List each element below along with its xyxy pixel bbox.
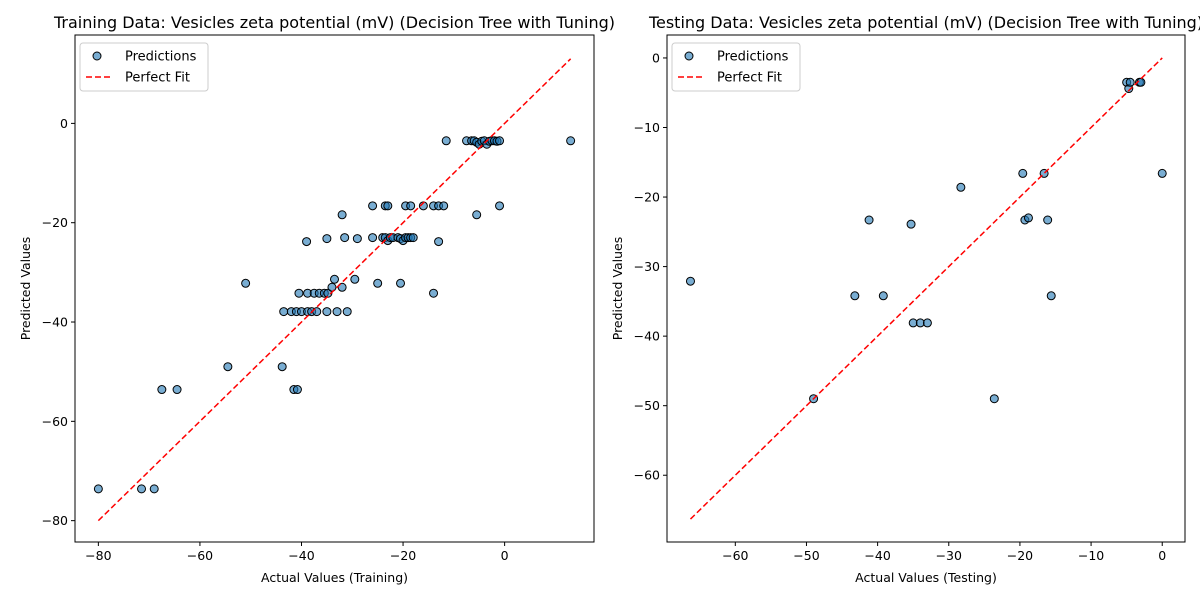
train-y-axis-label: Predicted Values xyxy=(18,237,33,341)
test-y-tick-label-6: 0 xyxy=(652,50,660,65)
train-y-tick-label-2: −40 xyxy=(42,315,68,330)
test-x-tick-label-3: −30 xyxy=(936,548,962,563)
train-point-62 xyxy=(495,201,505,211)
test-y-tick-label-5: −10 xyxy=(634,120,660,135)
train-point-37 xyxy=(368,233,378,243)
test-point-10 xyxy=(989,394,999,404)
test-legend-box xyxy=(671,42,801,92)
train-legend-box xyxy=(79,42,209,92)
testing-chart: −60 −50 −40 −30 −20 −10 0 −60 −50 −40 −30 −20 −10 0 Ac… xyxy=(610,13,1200,585)
train-point-6 xyxy=(292,385,302,395)
train-legend: Predictions Perfect Fit xyxy=(79,42,209,92)
train-point-1 xyxy=(137,484,147,494)
train-point-12 xyxy=(429,288,439,298)
train-y-tick-label-0: −80 xyxy=(42,513,68,528)
train-point-77 xyxy=(566,136,576,146)
train-point-10 xyxy=(373,278,383,288)
test-x-tick-label-5: −10 xyxy=(1078,548,1104,563)
train-point-13 xyxy=(279,307,289,317)
test-y-axis-label: Predicted Values xyxy=(610,237,625,341)
train-point-32 xyxy=(350,274,360,284)
train-point-61 xyxy=(439,201,449,211)
test-perfect-fit-line xyxy=(689,57,1163,520)
test-point-22 xyxy=(1157,168,1167,178)
train-x-tick-label-1: −60 xyxy=(187,548,213,563)
test-y-tick-label-3: −30 xyxy=(634,259,660,274)
test-x-tick-label-4: −20 xyxy=(1007,548,1033,563)
test-chart-title: Testing Data: Vesicles zeta potential (m… xyxy=(648,13,1200,32)
training-chart: −80 −60 −40 −20 0 −80 −60 −40 −20 0 Actual Values … xyxy=(18,13,615,585)
test-point-11 xyxy=(1018,168,1028,178)
test-y-tick-label-2: −40 xyxy=(634,329,660,344)
train-point-23 xyxy=(294,288,304,298)
test-x-tick-label-6: 0 xyxy=(1158,548,1166,563)
test-x-axis-label: Actual Values (Testing) xyxy=(855,570,997,585)
test-point-15 xyxy=(1043,215,1053,225)
train-point-7 xyxy=(223,362,233,372)
train-x-tick-label-0: −80 xyxy=(85,548,111,563)
train-point-35 xyxy=(340,233,350,243)
train-point-21 xyxy=(332,307,342,317)
test-point-2 xyxy=(850,291,860,301)
test-y-tick-label-4: −20 xyxy=(634,190,660,205)
train-point-22 xyxy=(342,307,352,317)
train-point-33 xyxy=(302,237,312,247)
train-point-9 xyxy=(241,278,251,288)
train-point-2 xyxy=(149,484,159,494)
train-y-tick-label-3: −20 xyxy=(42,215,68,230)
test-point-0 xyxy=(685,276,695,286)
train-point-63 xyxy=(441,136,451,146)
test-legend-label-perfect-fit: Perfect Fit xyxy=(717,71,782,86)
train-legend-label-perfect-fit: Perfect Fit xyxy=(125,71,190,86)
test-point-4 xyxy=(878,291,888,301)
train-point-55 xyxy=(383,201,393,211)
test-legend-label-predictions: Predictions xyxy=(717,50,789,65)
train-x-tick-label-4: 0 xyxy=(501,548,509,563)
train-point-52 xyxy=(472,210,482,220)
test-x-tick-label-2: −40 xyxy=(864,548,890,563)
train-point-76 xyxy=(495,136,505,146)
train-x-tick-label-2: −40 xyxy=(288,548,314,563)
train-x-tick-label-3: −20 xyxy=(390,548,416,563)
train-x-axis-label: Actual Values (Training) xyxy=(261,570,408,585)
test-point-5 xyxy=(906,219,916,229)
train-point-53 xyxy=(368,201,378,211)
test-legend-marker-predictions xyxy=(684,51,694,61)
train-y-tick-label-4: 0 xyxy=(60,116,68,131)
train-point-29 xyxy=(327,282,337,292)
train-point-36 xyxy=(352,234,362,244)
test-point-19 xyxy=(1125,77,1135,87)
test-point-9 xyxy=(956,182,966,192)
test-point-3 xyxy=(864,215,874,225)
train-point-34 xyxy=(322,234,332,244)
test-y-tick-label-1: −50 xyxy=(634,398,660,413)
train-point-49 xyxy=(408,233,418,243)
train-y-tick-label-1: −60 xyxy=(42,414,68,429)
train-point-57 xyxy=(406,201,416,211)
train-point-11 xyxy=(396,278,406,288)
train-point-19 xyxy=(312,307,322,317)
train-legend-label-predictions: Predictions xyxy=(125,50,197,65)
test-y-tick-label-0: −60 xyxy=(634,468,660,483)
train-perfect-fit-line xyxy=(97,58,572,522)
test-x-tick-label-0: −60 xyxy=(722,548,748,563)
test-x-tick-label-1: −50 xyxy=(793,548,819,563)
train-point-51 xyxy=(337,210,347,220)
train-point-50 xyxy=(434,237,444,247)
train-point-3 xyxy=(157,385,167,395)
test-legend: Predictions Perfect Fit xyxy=(671,42,801,92)
train-point-0 xyxy=(93,484,103,494)
test-point-8 xyxy=(922,318,932,328)
train-point-4 xyxy=(172,385,182,395)
train-point-8 xyxy=(277,362,287,372)
train-point-20 xyxy=(322,307,332,317)
train-legend-marker-predictions xyxy=(92,51,102,61)
test-point-13 xyxy=(1023,213,1033,223)
test-point-16 xyxy=(1046,291,1056,301)
train-point-31 xyxy=(330,274,339,284)
train-chart-title: Training Data: Vesicles zeta potential (… xyxy=(53,13,615,32)
